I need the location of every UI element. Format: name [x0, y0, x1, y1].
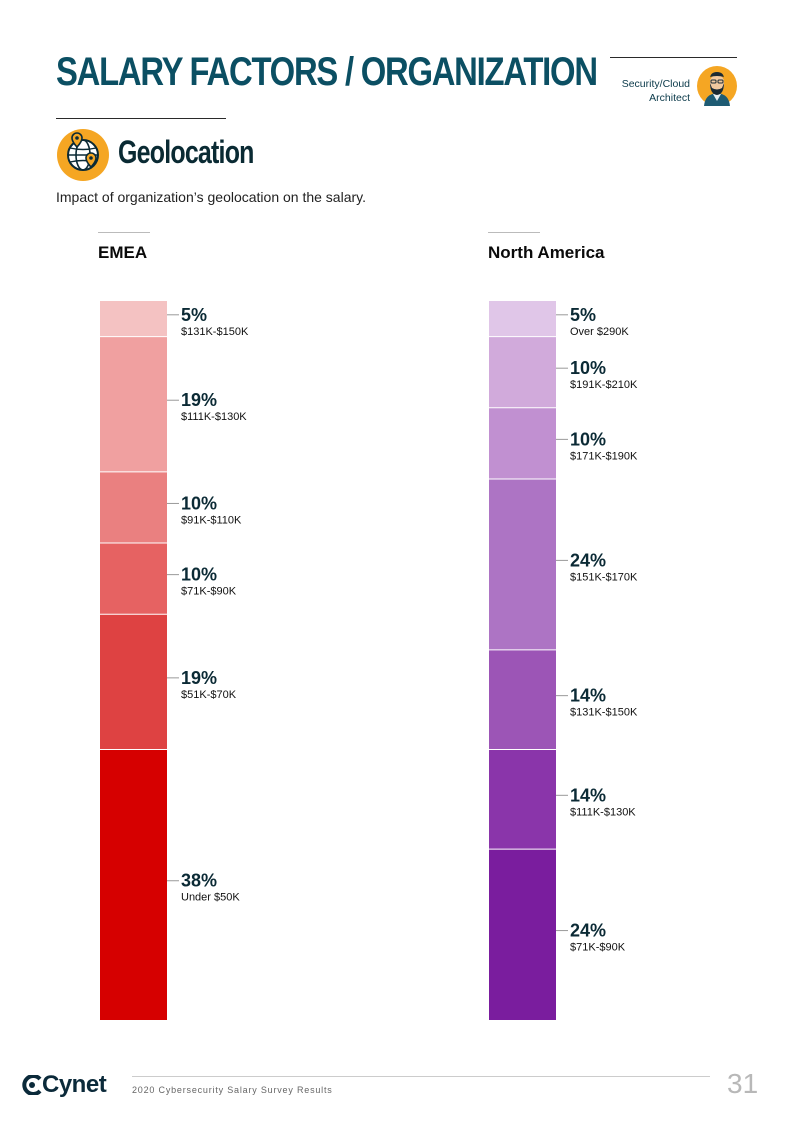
emea-segment-percent: 10%	[181, 493, 217, 513]
emea-segment-range: $71K-$90K	[181, 586, 237, 598]
emea-title-rule	[98, 232, 150, 233]
na-title-rule	[488, 232, 540, 233]
header-divider	[610, 57, 737, 58]
emea-bar-segment	[100, 471, 167, 544]
emea-bar-segment	[100, 301, 167, 337]
page-title: SALARY FACTORS / ORGANIZATION	[56, 50, 598, 94]
emea-segment-percent: 10%	[181, 565, 217, 585]
emea-segment-percent: 19%	[181, 668, 217, 688]
north-america-bar-segment	[489, 336, 556, 408]
emea-bar-segment	[100, 614, 167, 750]
north-america-bar-segment	[489, 407, 556, 479]
footer-divider	[132, 1076, 710, 1077]
north-america-bar-segment	[489, 478, 556, 650]
cynet-logo: Cynet	[22, 1071, 107, 1099]
section-divider	[56, 118, 226, 119]
emea-segment-percent: 19%	[181, 390, 217, 410]
north-america-bar-segment	[489, 849, 556, 1020]
north-america-segment-range: Over $290K	[570, 326, 629, 338]
emea-segment-percent: 5%	[181, 305, 207, 325]
north-america-segment-range: $111K-$130K	[570, 806, 636, 818]
north-america-segment-range: $131K-$150K	[570, 707, 638, 719]
north-america-segment-range: $151K-$170K	[570, 571, 638, 583]
emea-bar-segment	[100, 543, 167, 615]
emea-segment-range: $51K-$70K	[181, 689, 237, 701]
north-america-segment-percent: 10%	[570, 358, 606, 378]
emea-title: EMEA	[98, 243, 148, 262]
north-america-segment-percent: 14%	[570, 785, 606, 805]
page-number: 31	[727, 1068, 759, 1099]
north-america-segment-range: $191K-$210K	[570, 379, 638, 391]
section-subtitle: Impact of organization’s geolocation on …	[56, 189, 367, 205]
north-america-segment-range: $171K-$190K	[570, 450, 638, 462]
north-america-title: North America	[488, 243, 605, 262]
north-america-segment-percent: 14%	[570, 686, 606, 706]
emea-segment-range: $91K-$110K	[181, 514, 242, 526]
emea-segment-range: Under $50K	[181, 892, 240, 904]
emea-segment-percent: 38%	[181, 871, 217, 891]
north-america-segment-percent: 24%	[570, 550, 606, 570]
role-label: Security/Cloud Architect	[621, 78, 690, 104]
section-title: Geolocation	[118, 134, 254, 170]
emea-bar-segment	[100, 336, 167, 472]
globe-pin-icon	[57, 129, 109, 181]
north-america-bar-segment	[489, 301, 556, 337]
footer-text: 2020 Cybersecurity Salary Survey Results	[132, 1085, 333, 1095]
north-america-bar-segment	[489, 749, 556, 850]
emea-bar-segment	[100, 749, 167, 1020]
north-america-segment-range: $71K-$90K	[570, 942, 626, 954]
emea-segment-range: $111K-$130K	[181, 411, 247, 423]
north-america-bar-segment	[489, 649, 556, 750]
emea-segment-range: $131K-$150K	[181, 326, 249, 338]
north-america-segment-percent: 5%	[570, 305, 596, 325]
brand-name: Cynet	[42, 1071, 107, 1098]
avatar-icon	[697, 66, 737, 106]
north-america-segment-percent: 10%	[570, 429, 606, 449]
cynet-logo-icon	[22, 1075, 42, 1095]
north-america-segment-percent: 24%	[570, 921, 606, 941]
